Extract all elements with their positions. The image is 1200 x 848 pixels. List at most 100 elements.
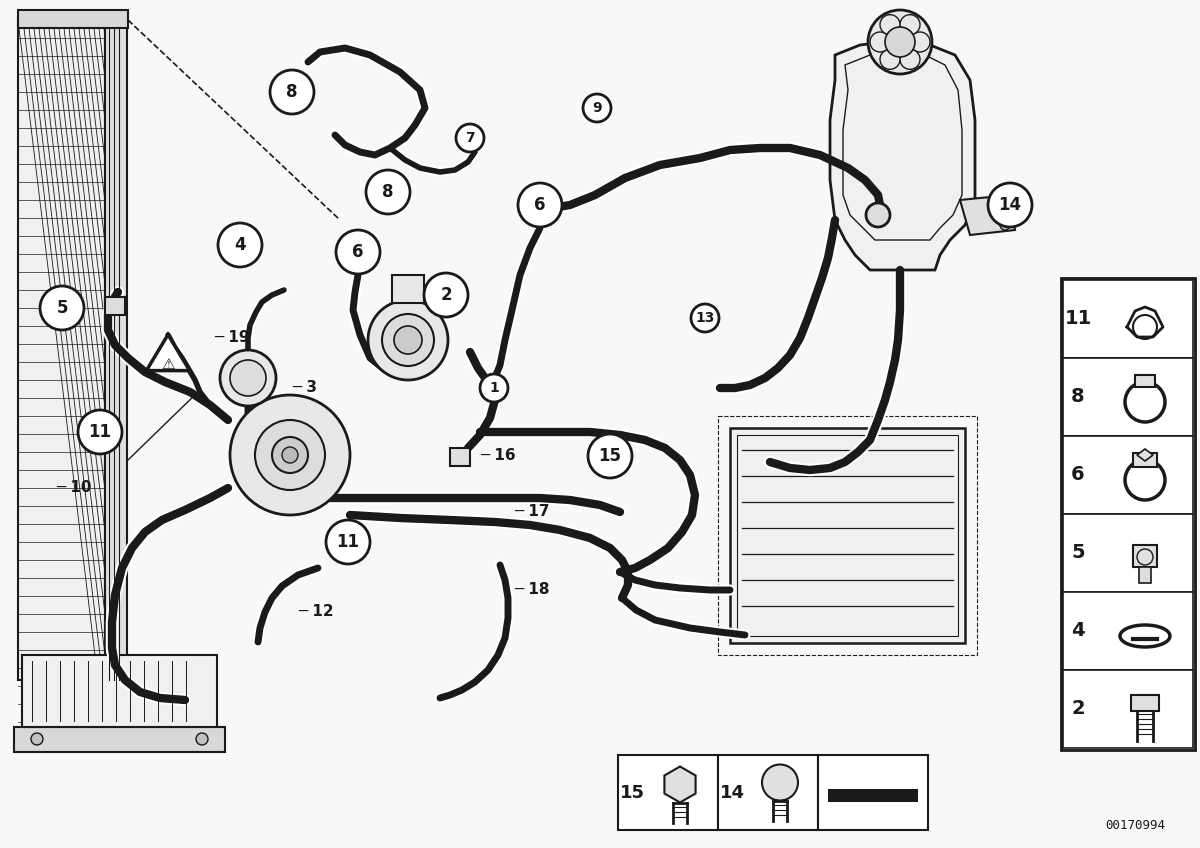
Text: ─ 12: ─ 12: [298, 605, 334, 620]
Circle shape: [424, 273, 468, 317]
Text: 11: 11: [1064, 310, 1092, 328]
Text: 1: 1: [490, 381, 499, 395]
Circle shape: [518, 183, 562, 227]
Circle shape: [196, 733, 208, 745]
Text: 2: 2: [440, 286, 452, 304]
Circle shape: [880, 14, 900, 35]
Text: 6: 6: [1072, 466, 1085, 484]
Circle shape: [394, 326, 422, 354]
Circle shape: [272, 437, 308, 473]
Bar: [1063, 358, 1193, 436]
Text: 2: 2: [1072, 700, 1085, 718]
Circle shape: [230, 395, 350, 515]
Circle shape: [900, 49, 920, 70]
Bar: [392, 275, 424, 303]
Circle shape: [900, 14, 920, 35]
Bar: [1063, 280, 1193, 358]
Bar: [737, 435, 958, 636]
Text: 8: 8: [383, 183, 394, 201]
Text: ─ 10: ─ 10: [56, 481, 91, 495]
Text: 15: 15: [599, 447, 622, 465]
Circle shape: [282, 447, 298, 463]
Bar: [106, 297, 125, 315]
Bar: [828, 789, 918, 802]
Bar: [618, 755, 718, 830]
Text: ⚠: ⚠: [161, 356, 175, 371]
Bar: [718, 416, 977, 655]
Bar: [106, 20, 127, 680]
Circle shape: [456, 124, 484, 152]
Circle shape: [588, 434, 632, 478]
Text: 11: 11: [336, 533, 360, 551]
Polygon shape: [665, 767, 696, 802]
Bar: [1063, 592, 1193, 670]
Circle shape: [220, 350, 276, 406]
Bar: [450, 448, 470, 466]
Bar: [1061, 278, 1195, 750]
Circle shape: [870, 32, 890, 52]
Polygon shape: [830, 40, 974, 270]
Circle shape: [762, 765, 798, 801]
Bar: [22, 655, 217, 727]
Polygon shape: [1138, 449, 1153, 461]
Circle shape: [40, 286, 84, 330]
Circle shape: [270, 70, 314, 114]
Circle shape: [866, 203, 890, 227]
Text: 8: 8: [287, 83, 298, 101]
Text: ─ 17: ─ 17: [514, 505, 550, 520]
Circle shape: [368, 300, 448, 380]
Bar: [1063, 670, 1193, 748]
Circle shape: [336, 230, 380, 274]
Text: 4: 4: [234, 236, 246, 254]
Polygon shape: [146, 335, 190, 371]
Polygon shape: [18, 20, 106, 680]
Text: 00170994: 00170994: [1105, 819, 1165, 832]
Circle shape: [583, 94, 611, 122]
Text: 5: 5: [56, 299, 67, 317]
Text: 15: 15: [619, 784, 644, 801]
Circle shape: [230, 360, 266, 396]
Circle shape: [886, 27, 916, 57]
Text: 5: 5: [1072, 544, 1085, 562]
Circle shape: [256, 420, 325, 490]
Text: 7: 7: [466, 131, 475, 145]
Circle shape: [988, 183, 1032, 227]
Bar: [730, 428, 965, 643]
Circle shape: [868, 10, 932, 74]
Circle shape: [366, 170, 410, 214]
Polygon shape: [960, 195, 1015, 235]
Text: 4: 4: [1072, 622, 1085, 640]
Circle shape: [78, 410, 122, 454]
Bar: [1063, 436, 1193, 514]
Text: 6: 6: [534, 196, 546, 214]
Bar: [14, 727, 226, 752]
Circle shape: [1000, 220, 1010, 230]
Text: 11: 11: [89, 423, 112, 441]
Circle shape: [1000, 200, 1010, 210]
Bar: [1133, 545, 1157, 567]
Text: ─ 3: ─ 3: [292, 381, 317, 395]
Circle shape: [910, 32, 930, 52]
Text: ─ 18: ─ 18: [514, 583, 550, 598]
Bar: [1135, 375, 1154, 387]
Bar: [18, 10, 128, 28]
Bar: [1132, 695, 1159, 711]
Text: 6: 6: [353, 243, 364, 261]
Text: 14: 14: [720, 784, 744, 801]
Bar: [1139, 567, 1151, 583]
Circle shape: [218, 223, 262, 267]
Text: 9: 9: [592, 101, 602, 115]
Bar: [718, 755, 818, 830]
Circle shape: [880, 49, 900, 70]
Bar: [818, 755, 928, 830]
Text: 13: 13: [695, 311, 715, 325]
Bar: [1063, 514, 1193, 592]
Circle shape: [691, 304, 719, 332]
Bar: [1133, 453, 1157, 467]
Circle shape: [382, 314, 434, 366]
Text: 14: 14: [998, 196, 1021, 214]
Text: ─ 19: ─ 19: [214, 331, 250, 345]
Text: ─ 16: ─ 16: [480, 449, 516, 464]
Text: 8: 8: [1072, 388, 1085, 406]
Circle shape: [326, 520, 370, 564]
